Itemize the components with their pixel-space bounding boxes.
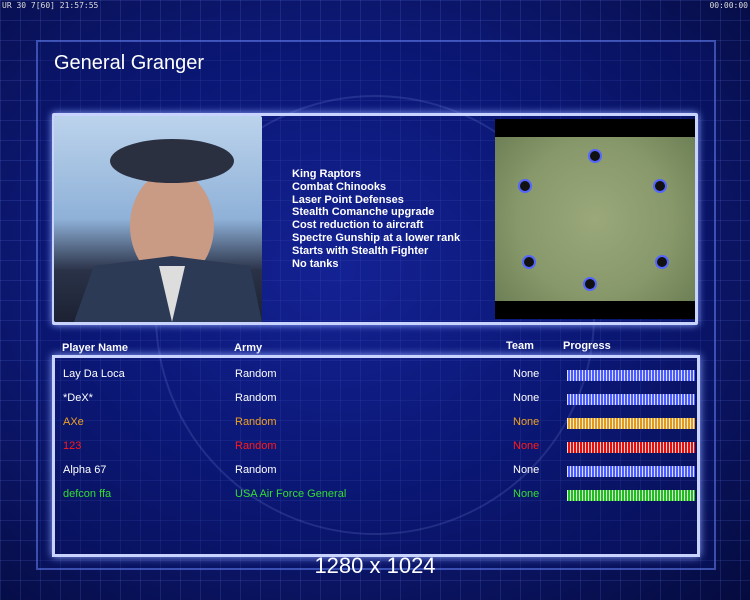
player-army: Random xyxy=(235,368,277,380)
player-army: Random xyxy=(235,392,277,404)
progress-bar xyxy=(567,418,695,429)
player-row: defcon ffa USA Air Force General None xyxy=(55,484,695,504)
feature-item: King Raptors xyxy=(292,168,362,180)
player-name: Alpha 67 xyxy=(63,464,107,476)
player-row: Alpha 67 Random None xyxy=(55,460,695,480)
general-features-list: King Raptors Combat Chinooks Laser Point D… xyxy=(292,168,460,270)
map-base-marker xyxy=(653,179,667,193)
player-name: AXe xyxy=(63,416,84,428)
map-base-marker xyxy=(655,255,669,269)
player-row: 123 Random None xyxy=(55,436,695,456)
general-info-panel xyxy=(52,113,698,325)
player-name: defcon ffa xyxy=(63,488,112,500)
player-name: Lay Da Loca xyxy=(63,368,125,380)
feature-item: No tanks xyxy=(292,257,339,270)
player-team: None xyxy=(513,440,540,452)
player-name: 123 xyxy=(63,440,82,452)
player-team: None xyxy=(513,368,540,380)
map-base-marker xyxy=(522,255,536,269)
status-left: UR 30 7[60] 21:57:55 xyxy=(2,1,99,10)
player-name: *DeX* xyxy=(63,392,93,404)
general-portrait-image xyxy=(74,139,262,322)
status-right: 00:00:00 xyxy=(709,1,748,10)
feature-item: Cost reduction to aircraft xyxy=(292,219,424,232)
player-army: Random xyxy=(235,440,277,452)
header-progress: Progress xyxy=(563,340,611,352)
header-team: Team xyxy=(506,340,534,352)
progress-bar xyxy=(567,442,695,453)
minimap xyxy=(495,119,695,319)
player-army: Random xyxy=(235,464,277,476)
map-base-marker xyxy=(588,149,602,163)
player-row: *DeX* Random None xyxy=(55,388,695,408)
resolution-label: 1280 x 1024 xyxy=(314,553,436,578)
feature-item: Laser Point Defenses xyxy=(292,193,404,206)
feature-item: Stealth Comanche upgrade xyxy=(292,206,435,219)
feature-item: Starts with Stealth Fighter xyxy=(292,244,429,257)
progress-bar xyxy=(567,370,695,381)
progress-bar xyxy=(567,466,695,477)
player-team: None xyxy=(513,416,540,428)
progress-bar xyxy=(567,490,695,501)
player-team: None xyxy=(513,464,540,476)
player-row: Lay Da Loca Random None xyxy=(55,364,695,384)
player-row: AXe Random None xyxy=(55,412,695,432)
player-army: USA Air Force General xyxy=(235,488,347,500)
header-player-name: Player Name xyxy=(62,342,129,354)
feature-item: Combat Chinooks xyxy=(292,180,387,193)
map-base-marker xyxy=(583,277,597,291)
player-team: None xyxy=(513,488,540,500)
general-portrait xyxy=(54,116,262,322)
general-title: General Granger xyxy=(54,52,205,74)
feature-item: Spectre Gunship at a lower rank xyxy=(292,231,461,244)
progress-bar xyxy=(567,394,695,405)
player-army: Random xyxy=(235,416,277,428)
header-army: Army xyxy=(234,342,263,354)
player-team: None xyxy=(513,392,540,404)
player-list: Lay Da Loca Random None *DeX* Random None AXe R… xyxy=(52,355,700,557)
map-base-marker xyxy=(518,179,532,193)
